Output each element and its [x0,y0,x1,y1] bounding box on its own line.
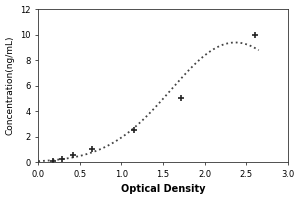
Y-axis label: Concentration(ng/mL): Concentration(ng/mL) [6,36,15,135]
X-axis label: Optical Density: Optical Density [121,184,205,194]
